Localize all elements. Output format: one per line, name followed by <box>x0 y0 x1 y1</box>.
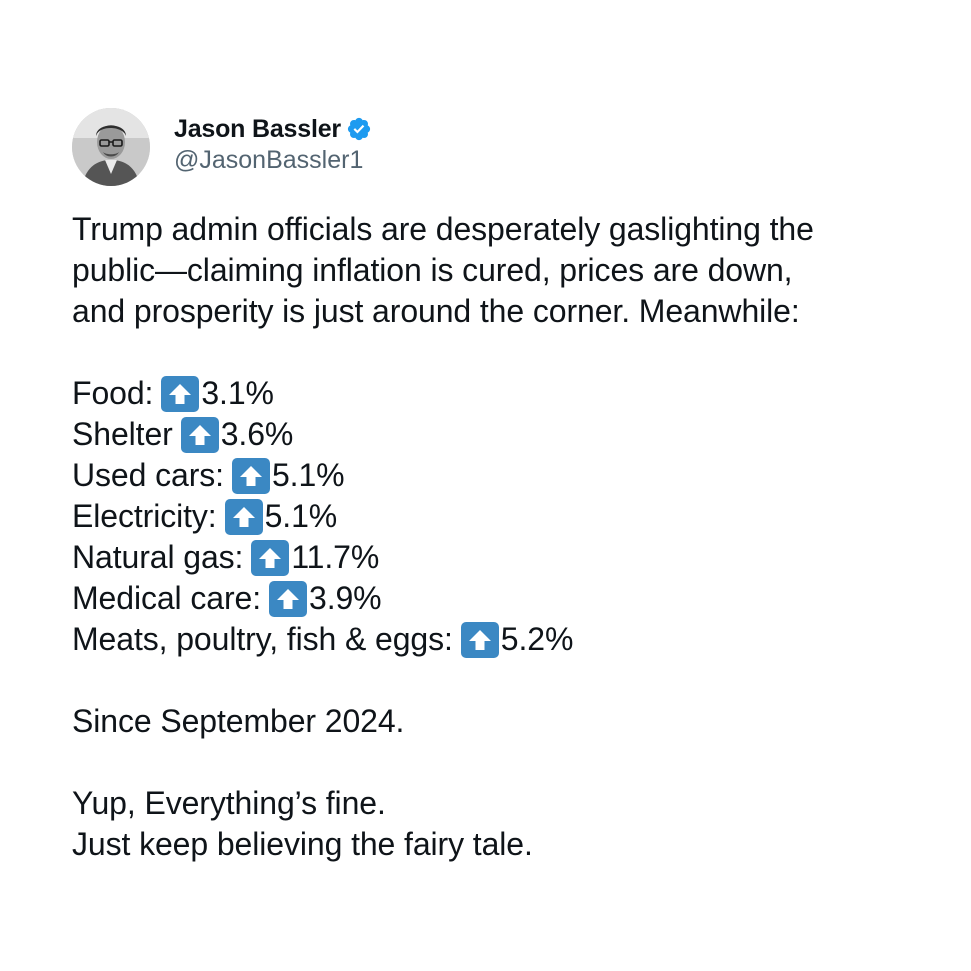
display-name[interactable]: Jason Bassler <box>174 114 341 143</box>
stat-label: Shelter <box>72 416 173 452</box>
avatar[interactable] <box>72 108 150 186</box>
avatar-photo <box>72 108 150 186</box>
author-names: Jason Bassler @JasonBassler1 <box>174 113 372 175</box>
paragraph-gap <box>72 332 932 373</box>
stat-row-meats: Meats, poultry, fish & eggs: 5.2% <box>72 619 932 660</box>
stat-row-used-cars: Used cars: 5.1% <box>72 455 932 496</box>
stat-label: Natural gas: <box>72 539 244 575</box>
display-name-row: Jason Bassler <box>174 113 372 145</box>
author-handle[interactable]: @JasonBassler1 <box>174 146 364 174</box>
stat-change: 5.2% <box>500 621 574 657</box>
tweet-closing-line: Yup, Everything’s fine. <box>72 785 386 821</box>
up-arrow-button-icon <box>269 580 307 617</box>
stat-change: 5.1% <box>264 498 338 534</box>
up-arrow-button-icon <box>231 457 270 494</box>
tweet-intro-line: public—claiming inflation is cured, pric… <box>72 252 793 288</box>
tweet-intro-line: Trump admin officials are desperately ga… <box>72 211 814 247</box>
stat-row-food: Food: 3.1% <box>72 373 932 414</box>
tweet-text: Trump admin officials are desperately ga… <box>72 209 932 865</box>
up-arrow-button-icon <box>460 621 499 658</box>
paragraph-gap <box>72 660 932 701</box>
stat-change: 3.1% <box>201 375 274 411</box>
stat-change: 5.1% <box>271 457 345 493</box>
paragraph-gap <box>72 742 932 783</box>
stat-change: 3.6% <box>220 416 294 452</box>
tweet-intro-line: and prosperity is just around the corner… <box>72 293 800 329</box>
up-arrow-button-icon <box>251 539 290 576</box>
stat-label: Electricity: <box>72 498 217 534</box>
stat-row-electricity: Electricity: 5.1% <box>72 496 932 537</box>
stat-label: Food: <box>72 375 154 411</box>
stat-row-medical-care: Medical care: 3.9% <box>72 578 932 619</box>
stat-row-shelter: Shelter 3.6% <box>72 414 932 455</box>
stat-row-natural-gas: Natural gas: 11.7% <box>72 537 932 578</box>
stat-label: Meats, poultry, fish & eggs: <box>72 621 453 657</box>
up-arrow-button-icon <box>180 416 219 453</box>
stat-change: 3.9% <box>309 580 382 616</box>
tweet-header: Jason Bassler @JasonBassler1 <box>72 107 932 187</box>
stat-change: 11.7% <box>291 539 380 575</box>
verified-badge-icon <box>346 116 372 142</box>
tweet-since: Since September 2024. <box>72 703 405 739</box>
stat-label: Medical care: <box>72 580 261 616</box>
up-arrow-button-icon <box>224 498 263 535</box>
stat-label: Used cars: <box>72 457 224 493</box>
tweet-closing-line: Just keep believing the fairy tale. <box>72 826 533 862</box>
up-arrow-button-icon <box>161 375 200 412</box>
tweet-card: Jason Bassler @JasonBassler1 Trump admin… <box>72 107 932 865</box>
